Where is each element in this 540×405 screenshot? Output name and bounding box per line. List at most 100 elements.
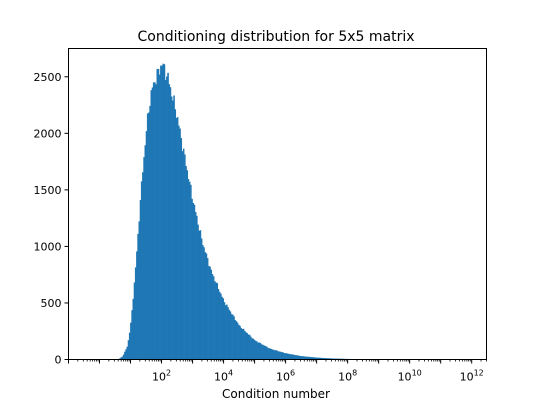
histogram-bar xyxy=(151,87,154,360)
histogram-bar xyxy=(132,298,135,360)
y-tick-label: 2000 xyxy=(34,127,62,140)
histogram-bar xyxy=(314,357,317,360)
y-tick-label: 1500 xyxy=(34,184,62,197)
histogram-bar xyxy=(262,344,264,360)
histogram-bar xyxy=(173,95,175,360)
histogram-bar xyxy=(317,357,319,360)
histogram-bar xyxy=(300,356,302,360)
histogram-bar xyxy=(190,184,192,360)
histogram-bar xyxy=(290,354,293,360)
histogram-bar xyxy=(167,72,169,360)
histogram-bar xyxy=(270,349,272,360)
histogram-bar xyxy=(230,314,233,360)
histogram-bar xyxy=(235,321,238,360)
histogram-bar xyxy=(138,221,141,360)
histogram-bar xyxy=(226,304,228,360)
histogram-bar xyxy=(328,358,330,360)
histogram-bar xyxy=(302,356,305,360)
histogram-bar xyxy=(281,352,283,360)
histogram-bar xyxy=(120,357,123,360)
histogram-bar xyxy=(137,233,139,360)
histogram-bar xyxy=(266,347,269,360)
histogram-bar xyxy=(310,357,312,360)
histogram-bar xyxy=(282,352,284,360)
histogram-bar xyxy=(158,74,161,360)
histogram-bar xyxy=(320,357,323,360)
histogram-bar xyxy=(182,148,185,360)
histogram-bar xyxy=(319,357,322,360)
histogram-bar xyxy=(254,340,257,360)
histogram-bar xyxy=(236,322,239,360)
histogram-bar xyxy=(145,131,148,360)
histogram-bar xyxy=(154,82,156,360)
histogram-bar xyxy=(318,357,320,360)
histogram-bar xyxy=(192,202,195,360)
histogram-bar xyxy=(257,342,259,360)
histogram-bar xyxy=(186,170,189,360)
histogram-bar xyxy=(214,281,216,360)
histogram-bar xyxy=(161,65,163,360)
histogram-bar xyxy=(330,358,332,360)
histogram-bar xyxy=(324,358,326,360)
histogram-bar xyxy=(188,181,191,360)
histogram-bar xyxy=(150,90,153,360)
histogram-bar xyxy=(152,82,155,360)
y-tick-label: 1000 xyxy=(34,240,62,253)
histogram-bar xyxy=(209,266,211,360)
histogram-bar xyxy=(168,84,171,360)
y-tick-label: 0 xyxy=(55,354,62,367)
histogram-bar xyxy=(122,354,125,360)
histogram-bar xyxy=(220,293,222,360)
histogram-bar xyxy=(139,199,142,360)
histogram-bar xyxy=(301,356,304,360)
y-tick-label: 500 xyxy=(41,297,62,310)
histogram-bar xyxy=(276,350,278,360)
histogram-bar xyxy=(280,351,282,360)
histogram-bar xyxy=(260,344,263,360)
histogram-bar xyxy=(295,355,298,360)
histogram-bar xyxy=(216,283,219,360)
histogram-bar xyxy=(304,356,306,360)
histogram-bar xyxy=(228,309,231,360)
histogram-bar xyxy=(316,357,318,360)
histogram-bar xyxy=(258,342,260,360)
histogram-bar xyxy=(331,358,334,360)
histogram-bar xyxy=(131,310,133,360)
histogram-bar xyxy=(274,350,276,360)
histogram-bar xyxy=(176,117,179,360)
histogram-bar xyxy=(211,274,214,360)
histogram-bar xyxy=(160,65,162,360)
histogram-bar xyxy=(127,340,130,360)
histogram-bar xyxy=(149,105,151,360)
histogram-bar xyxy=(119,358,121,360)
histogram-bar xyxy=(203,247,205,360)
histogram-bar xyxy=(175,117,178,360)
histogram-bar xyxy=(206,258,209,360)
histogram-bar xyxy=(248,334,251,360)
histogram-bar xyxy=(130,322,132,360)
histogram-bar xyxy=(202,245,204,360)
chart-title: Conditioning distribution for 5x5 matrix xyxy=(137,29,414,45)
histogram-bar xyxy=(329,358,331,360)
histogram-bar xyxy=(126,346,129,360)
histogram-bar xyxy=(191,198,193,360)
histogram-bar xyxy=(239,325,241,360)
histogram-bar xyxy=(200,238,203,360)
histogram-bar xyxy=(299,355,301,360)
histogram-bar xyxy=(252,338,254,360)
histogram-bar xyxy=(185,165,187,360)
histogram-bar xyxy=(156,69,159,360)
histogram-bar xyxy=(277,351,280,360)
histogram-bar xyxy=(259,342,262,360)
histogram-bar xyxy=(234,320,236,360)
histogram-bar xyxy=(169,87,172,360)
histogram-bar xyxy=(172,100,174,360)
histogram-bar xyxy=(212,276,215,360)
histogram-bar xyxy=(174,109,177,360)
histogram-bar xyxy=(142,172,144,360)
y-axis-ticks: 0 500 1000 1500 2000 2500 xyxy=(34,71,69,367)
histogram-bar xyxy=(148,112,150,360)
histogram-bar xyxy=(178,125,180,360)
histogram-bar xyxy=(264,345,266,360)
